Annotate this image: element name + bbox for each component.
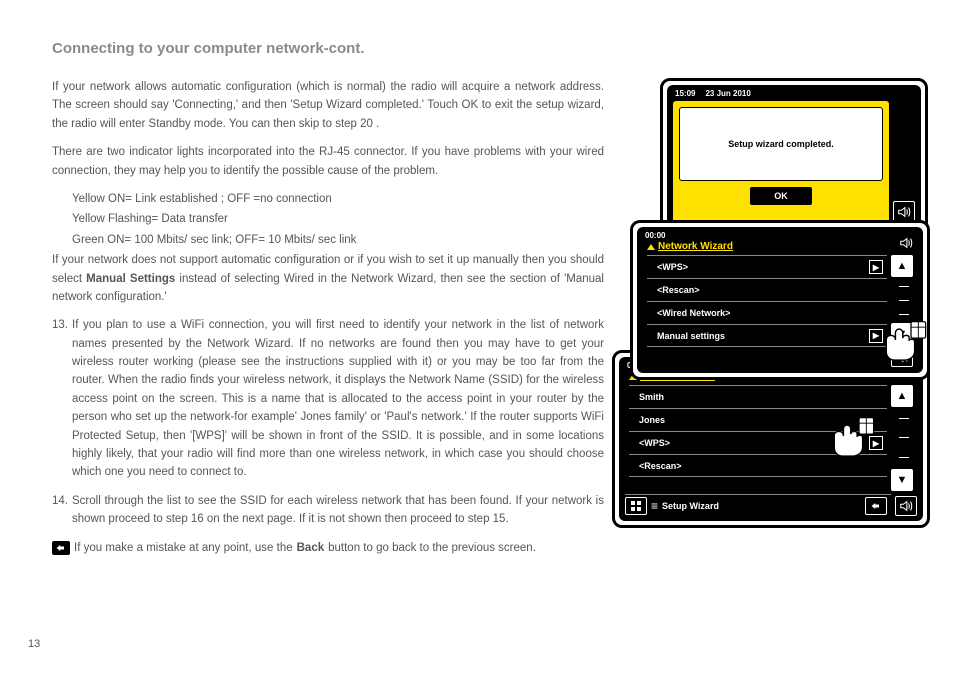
status-time: 00:00 <box>645 231 665 240</box>
volume-icon[interactable] <box>895 233 917 253</box>
scroll-down-button[interactable]: ▼ <box>891 469 913 491</box>
status-bar: 15:09 23 Jun 2010 <box>675 89 751 98</box>
page-title: Connecting to your computer network-cont… <box>52 40 365 57</box>
screen-title: Network Wizard <box>647 241 733 252</box>
scroll-track <box>891 409 917 467</box>
paragraph-3: If your network does not support automat… <box>52 251 604 306</box>
list-item[interactable]: <Rescan> <box>647 278 887 301</box>
paragraph-2: There are two indicator lights incorpora… <box>52 143 604 180</box>
step-13: 13. If you plan to use a WiFi connection… <box>52 316 604 482</box>
chevron-right-icon: ▶ <box>869 260 883 274</box>
menu-icon: ≡ <box>651 499 658 513</box>
back-button[interactable] <box>865 497 887 515</box>
scroll-up-button[interactable]: ▲ <box>891 385 913 407</box>
back-note: If you make a mistake at any point, use … <box>52 539 604 557</box>
network-list: <WPS>▶ <Rescan> <Wired Network> Manual s… <box>647 255 887 347</box>
indicator-1: Yellow ON= Link established ; OFF =no co… <box>52 190 604 208</box>
scroll-up-button[interactable]: ▲ <box>891 255 913 277</box>
list-item[interactable]: <Wired Network> <box>647 301 887 324</box>
screen-completed: 15:09 23 Jun 2010 Setup wizard completed… <box>660 78 928 236</box>
hand-pointer-icon <box>872 318 928 362</box>
body-text: If your network allows automatic configu… <box>52 78 604 567</box>
list-item[interactable]: Manual settings▶ <box>647 324 887 347</box>
message-panel: Setup wizard completed. <box>679 107 883 181</box>
scroll-track <box>891 279 917 321</box>
list-item[interactable]: Smith <box>629 385 887 408</box>
step-14: 14. Scroll through the list to see the S… <box>52 492 604 529</box>
hand-pointer-icon <box>820 414 876 458</box>
page-number: 13 <box>28 638 40 650</box>
ok-button[interactable]: OK <box>750 187 812 205</box>
list-item[interactable]: <WPS>▶ <box>647 255 887 278</box>
indicator-2: Yellow Flashing= Data transfer <box>52 210 604 228</box>
paragraph-1: If your network allows automatic configu… <box>52 78 604 133</box>
back-icon <box>52 541 70 555</box>
footer-bar: ≡ Setup Wizard <box>625 494 891 516</box>
grid-icon[interactable] <box>625 497 647 515</box>
volume-icon[interactable] <box>895 496 917 516</box>
indicator-3: Green ON= 100 Mbits/ sec link; OFF= 10 M… <box>52 231 604 249</box>
